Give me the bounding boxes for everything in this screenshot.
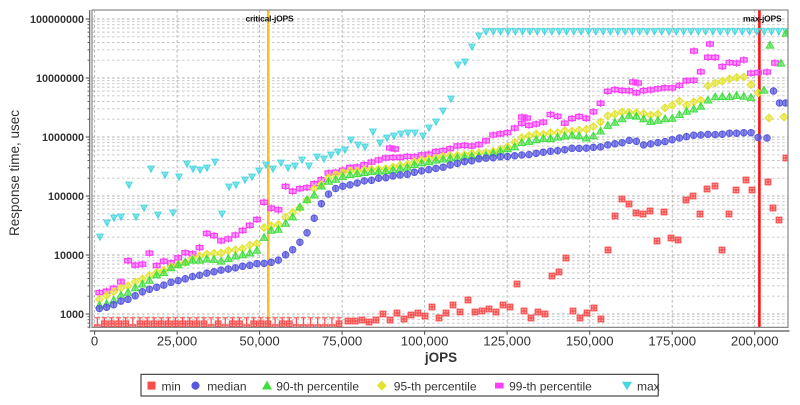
svg-text:10000: 10000 [54,250,84,262]
svg-text:max-jOPS: max-jOPS [743,14,782,24]
svg-text:125,000: 125,000 [483,334,531,349]
svg-text:75,000: 75,000 [322,334,362,349]
svg-text:25,000: 25,000 [157,334,197,349]
svg-text:critical-jOPS: critical-jOPS [246,14,294,24]
svg-text:99-th percentile: 99-th percentile [509,379,592,393]
svg-text:median: median [207,379,246,393]
svg-text:1000: 1000 [60,309,84,321]
svg-text:90-th percentile: 90-th percentile [276,379,359,393]
svg-text:max: max [637,379,660,393]
svg-text:100000: 100000 [48,191,84,203]
svg-text:min: min [162,379,181,393]
svg-text:100000000: 100000000 [30,14,84,26]
svg-text:100,000: 100,000 [401,334,449,349]
svg-text:jOPS: jOPS [424,350,457,365]
svg-text:0: 0 [91,334,98,349]
svg-text:95-th percentile: 95-th percentile [394,379,477,393]
svg-text:200,000: 200,000 [731,334,779,349]
svg-text:1000000: 1000000 [42,132,84,144]
svg-text:Response time, usec: Response time, usec [7,110,22,236]
svg-text:150,000: 150,000 [566,334,614,349]
svg-text:10000000: 10000000 [36,73,84,85]
svg-text:175,000: 175,000 [648,334,696,349]
svg-text:50,000: 50,000 [239,334,279,349]
